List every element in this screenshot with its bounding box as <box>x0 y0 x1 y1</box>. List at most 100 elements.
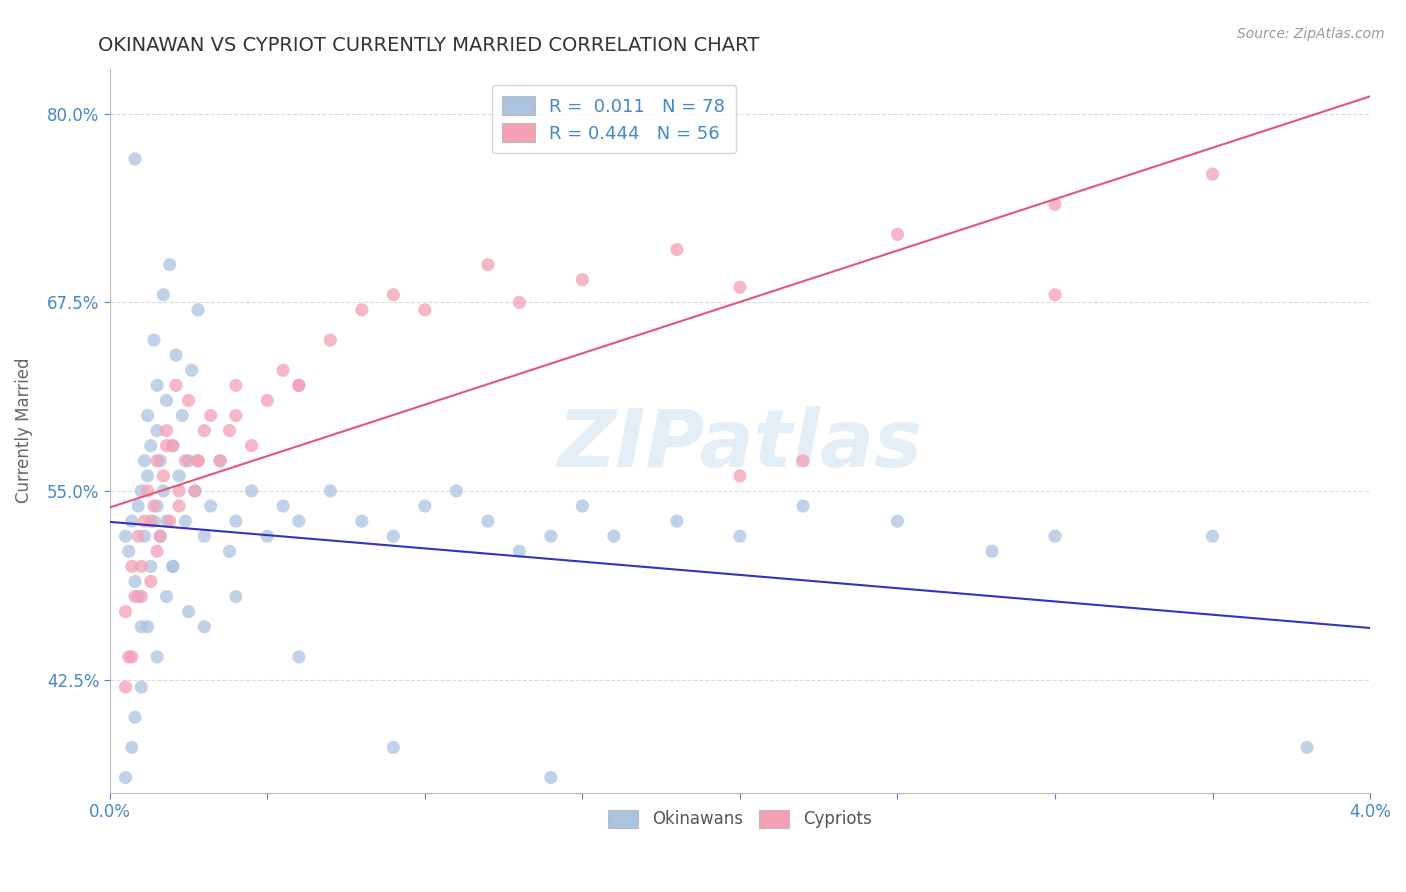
Point <box>127 499 149 513</box>
Point <box>446 483 468 498</box>
Point <box>413 302 436 317</box>
Point <box>124 152 146 166</box>
Point <box>118 544 141 558</box>
Point <box>288 514 311 528</box>
Point <box>180 363 202 377</box>
Point <box>124 710 146 724</box>
Point <box>146 649 169 664</box>
Point <box>665 243 688 257</box>
Point <box>121 559 143 574</box>
Point <box>155 424 177 438</box>
Point <box>477 514 499 528</box>
Point <box>571 499 593 513</box>
Point <box>271 363 294 377</box>
Point <box>127 590 149 604</box>
Point <box>350 302 373 317</box>
Point <box>209 454 232 468</box>
Point <box>382 529 405 543</box>
Point <box>1043 197 1066 211</box>
Point <box>571 273 593 287</box>
Point <box>1201 529 1223 543</box>
Point <box>131 559 153 574</box>
Point <box>136 468 159 483</box>
Point <box>142 499 165 513</box>
Point <box>271 499 294 513</box>
Point <box>187 454 209 468</box>
Text: OKINAWAN VS CYPRIOT CURRENTLY MARRIED CORRELATION CHART: OKINAWAN VS CYPRIOT CURRENTLY MARRIED CO… <box>98 36 759 54</box>
Point <box>886 514 908 528</box>
Point <box>131 680 153 694</box>
Point <box>177 393 200 408</box>
Point <box>256 529 278 543</box>
Point <box>136 409 159 423</box>
Point <box>728 468 751 483</box>
Point <box>149 454 172 468</box>
Point <box>121 649 143 664</box>
Point <box>139 559 162 574</box>
Point <box>159 258 181 272</box>
Point <box>114 529 136 543</box>
Point <box>155 590 177 604</box>
Point <box>118 649 141 664</box>
Point <box>152 483 174 498</box>
Point <box>1043 288 1066 302</box>
Point <box>114 680 136 694</box>
Point <box>218 544 240 558</box>
Point <box>167 483 190 498</box>
Point <box>139 514 162 528</box>
Point <box>146 454 169 468</box>
Point <box>319 483 342 498</box>
Point <box>124 574 146 589</box>
Point <box>162 559 184 574</box>
Point <box>152 288 174 302</box>
Point <box>162 439 184 453</box>
Point <box>167 468 190 483</box>
Text: ZIPatlas: ZIPatlas <box>557 406 922 484</box>
Point <box>225 409 247 423</box>
Point <box>540 771 562 785</box>
Legend: Okinawans, Cypriots: Okinawans, Cypriots <box>602 803 879 835</box>
Point <box>142 514 165 528</box>
Point <box>225 514 247 528</box>
Point <box>1296 740 1319 755</box>
Point <box>225 378 247 392</box>
Point <box>131 590 153 604</box>
Point <box>162 439 184 453</box>
Point <box>136 620 159 634</box>
Point <box>240 439 263 453</box>
Point <box>162 559 184 574</box>
Point <box>200 409 222 423</box>
Point <box>167 499 190 513</box>
Point <box>288 649 311 664</box>
Point <box>134 529 156 543</box>
Point <box>981 544 1004 558</box>
Point <box>382 740 405 755</box>
Point <box>134 454 156 468</box>
Point <box>288 378 311 392</box>
Point <box>127 529 149 543</box>
Point <box>121 740 143 755</box>
Point <box>184 483 207 498</box>
Point <box>174 454 197 468</box>
Point <box>165 348 187 362</box>
Point <box>159 514 181 528</box>
Point <box>792 499 814 513</box>
Point <box>131 483 153 498</box>
Point <box>134 514 156 528</box>
Point <box>218 424 240 438</box>
Point <box>200 499 222 513</box>
Point <box>319 333 342 347</box>
Point <box>146 378 169 392</box>
Point <box>149 529 172 543</box>
Point <box>142 333 165 347</box>
Point <box>165 378 187 392</box>
Y-axis label: Currently Married: Currently Married <box>15 358 32 503</box>
Point <box>256 393 278 408</box>
Point <box>177 454 200 468</box>
Point <box>155 393 177 408</box>
Point <box>603 529 626 543</box>
Point <box>792 454 814 468</box>
Point <box>136 483 159 498</box>
Point <box>886 227 908 242</box>
Point <box>149 529 172 543</box>
